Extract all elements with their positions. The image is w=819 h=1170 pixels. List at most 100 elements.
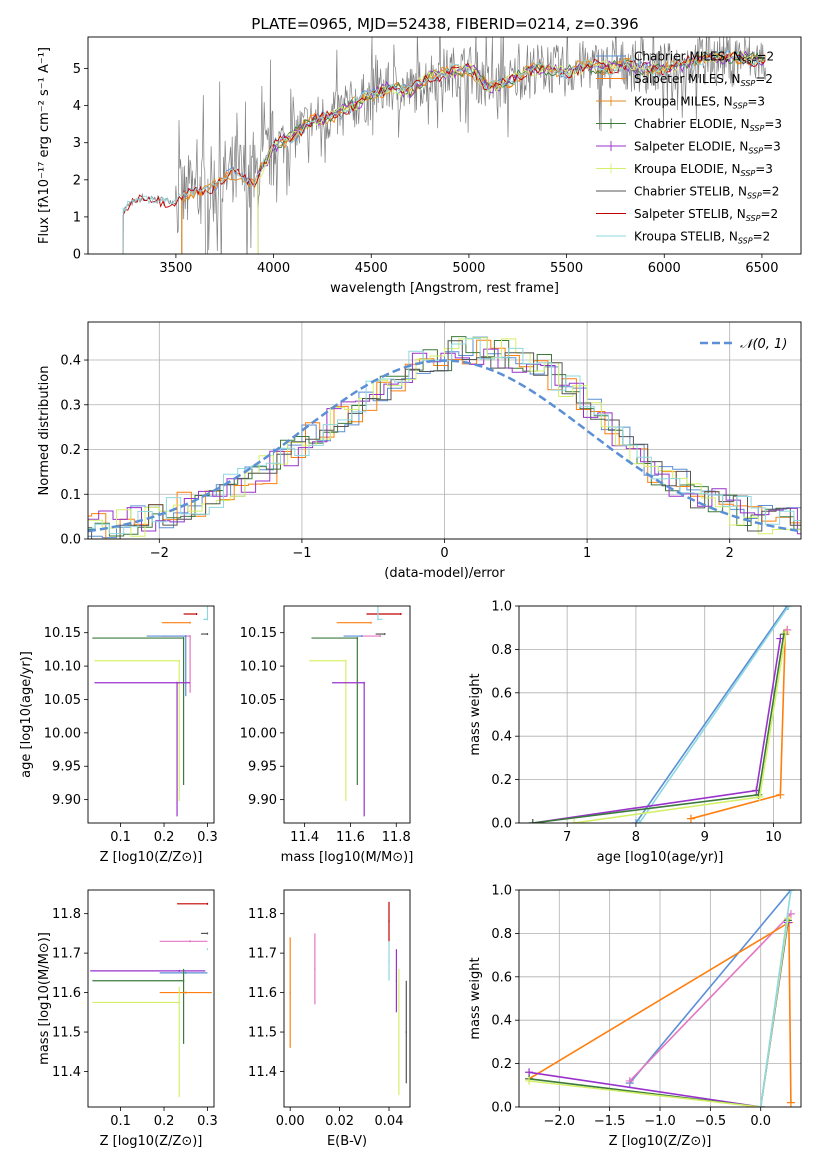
y-tick-label: 11.6 xyxy=(248,986,277,1001)
x-tick-label: 8 xyxy=(632,830,640,845)
x-tick-label: 6000 xyxy=(648,261,681,276)
y-tick-label: 10.15 xyxy=(44,626,81,641)
y-tick-label: 11.4 xyxy=(248,1065,277,1080)
spectrum-model-line xyxy=(257,50,765,254)
histogram-series xyxy=(88,340,801,539)
x-axis-label: wavelength [Angstrom, rest frame] xyxy=(330,281,559,296)
y-tick-label: 9.90 xyxy=(52,793,81,808)
y-tick-label: 11.7 xyxy=(52,947,81,962)
x-tick-label: −2.0 xyxy=(543,1114,575,1129)
y-tick-label: 10.05 xyxy=(44,693,81,708)
x-tick-label: −0.5 xyxy=(695,1114,727,1129)
y-tick-label: 2 xyxy=(73,173,81,188)
errorbar-point xyxy=(200,633,209,636)
errorbar-point xyxy=(375,633,386,636)
y-tick-label: 9.90 xyxy=(248,793,277,808)
histogram-series xyxy=(88,337,801,537)
y-tick-label: 0.8 xyxy=(491,927,512,942)
mass-weight-line xyxy=(532,638,782,823)
x-tick-label: 3500 xyxy=(159,261,192,276)
plus-marker xyxy=(631,819,640,823)
y-tick-label: 5 xyxy=(73,62,81,77)
x-tick-label: 10 xyxy=(765,830,782,845)
legend-label: Kroupa ELODIE, NSSP=3 xyxy=(634,162,773,178)
errorbar-point xyxy=(94,681,191,817)
plot-area-mass-weight-vs-z xyxy=(525,890,795,1107)
x-axis-label: E(B-V) xyxy=(327,1134,367,1149)
x-axis-label: Z [log10(Z/Z⊙)] xyxy=(100,850,203,865)
plot-area-spectrum xyxy=(122,37,767,254)
y-tick-label: 0.0 xyxy=(60,533,81,548)
plus-marker xyxy=(786,890,795,894)
axes-frame xyxy=(87,605,215,824)
x-tick-label: 4000 xyxy=(257,261,290,276)
legend-label: Chabrier MILES, NSSP=2 xyxy=(634,50,774,66)
x-tick-label: 0 xyxy=(440,546,448,561)
x-tick-label: 0.1 xyxy=(110,830,131,845)
plot-area-age-vs-z xyxy=(92,606,209,817)
axes-frame xyxy=(518,889,802,1108)
x-tick-label: 0.1 xyxy=(110,1114,131,1129)
errorbar-point xyxy=(92,968,185,1044)
panel-mass-weight-vs-z: −2.0 −1.5 −1.0 −0.5 0.0 0.0 0.2 0.4 0.6 0.8 1.0 Z [… xyxy=(468,884,802,1149)
y-tick-label: 10.15 xyxy=(240,626,277,641)
errorbar-point xyxy=(90,969,206,972)
y-tick-label: 11.4 xyxy=(52,1065,81,1080)
errorbar-point xyxy=(92,637,185,785)
plus-marker xyxy=(755,792,764,801)
panel-mass-vs-ebv: 0.00 0.02 0.04 11.4 11.5 11.6 11.7 11.8 E(B-V) xyxy=(248,889,411,1149)
y-tick-label: 10.05 xyxy=(240,693,277,708)
errorbar-point xyxy=(94,659,180,801)
y-tick-label: 10.00 xyxy=(240,726,277,741)
histogram-series xyxy=(88,336,801,537)
x-tick-label: 0.2 xyxy=(154,830,175,845)
errorbar-point xyxy=(309,659,347,801)
errorbar-point xyxy=(183,613,198,616)
errorbar-point xyxy=(159,991,212,994)
errorbar-point xyxy=(177,902,209,905)
x-tick-label: 5000 xyxy=(452,261,485,276)
y-tick-label: 0.0 xyxy=(491,817,512,832)
x-tick-label: 5500 xyxy=(550,261,583,276)
y-tick-label: 9.95 xyxy=(248,760,277,775)
plus-marker xyxy=(686,814,695,823)
y-tick-label: 0.3 xyxy=(60,398,81,413)
legend-label: Kroupa STELIB, NSSP=2 xyxy=(634,230,770,246)
y-tick-label: 1 xyxy=(73,210,81,225)
x-tick-label: 11.8 xyxy=(382,830,411,845)
y-tick-label: 10.10 xyxy=(240,660,277,675)
x-tick-label: 0.04 xyxy=(375,1114,404,1129)
errorbar-point xyxy=(203,606,209,621)
axes-frame xyxy=(518,605,802,824)
errorbar-point xyxy=(332,681,365,817)
x-tick-label: 0.00 xyxy=(276,1114,305,1129)
mass-weight-line xyxy=(528,922,789,1107)
x-tick-label: 0.3 xyxy=(197,830,218,845)
y-tick-label: 9.95 xyxy=(52,760,81,775)
y-tick-label: 4 xyxy=(73,99,81,114)
plus-marker xyxy=(635,819,644,823)
y-axis-label: mass [log10(M/M⊙)] xyxy=(37,932,52,1065)
plus-marker xyxy=(525,1076,534,1085)
y-tick-label: 1.0 xyxy=(491,600,512,615)
plot-area-mass-weight-vs-age xyxy=(528,606,793,823)
y-tick-label: 0 xyxy=(73,248,81,263)
y-tick-label: 10.10 xyxy=(44,660,81,675)
y-tick-label: 11.7 xyxy=(248,947,277,962)
plus-marker xyxy=(779,630,788,639)
x-tick-label: 11.6 xyxy=(336,830,365,845)
axes-frame xyxy=(87,889,215,1108)
panel-residuals: −2 −1 0 1 2 0.0 0.1 0.2 0.3 0.4 (data-model)/error… xyxy=(37,321,802,581)
errorbar-point xyxy=(366,613,402,616)
plus-marker xyxy=(783,625,792,634)
plot-area-age-vs-mass xyxy=(309,606,402,817)
y-tick-label: 0.4 xyxy=(60,354,81,369)
mass-weight-line xyxy=(638,606,790,823)
x-tick-label: 6500 xyxy=(745,261,778,276)
x-axis-label: Z [log10(Z/Z⊙)] xyxy=(609,1134,712,1149)
legend-label: Salpeter MILES, NSSP=2 xyxy=(634,72,773,88)
y-tick-label: 10.00 xyxy=(44,726,81,741)
y-tick-label: 11.8 xyxy=(248,907,277,922)
x-tick-label: −1.0 xyxy=(644,1114,676,1129)
